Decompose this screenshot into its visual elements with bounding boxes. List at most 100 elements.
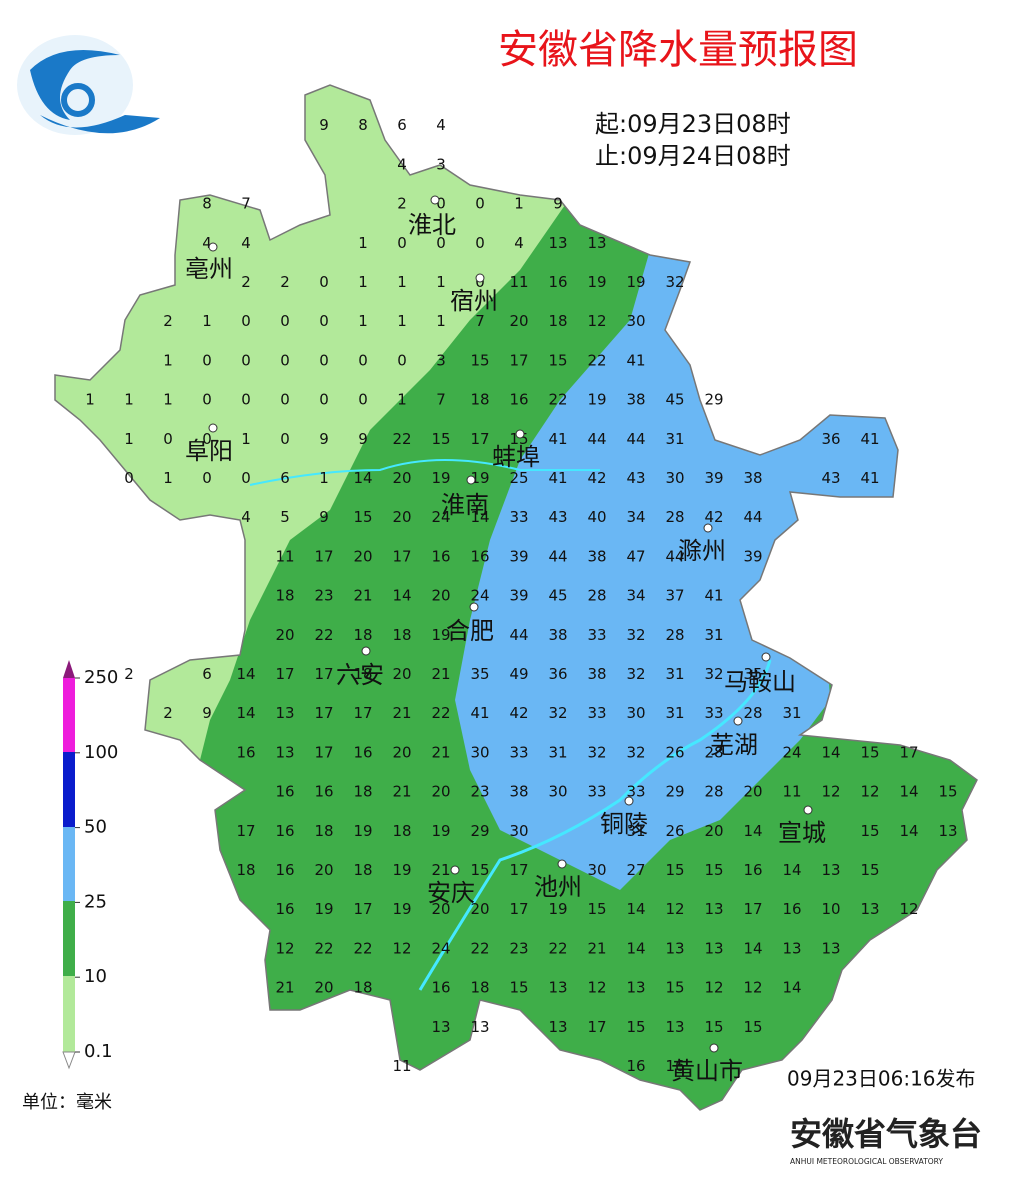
rain-value: 17 bbox=[587, 1018, 606, 1036]
rain-value: 16 bbox=[275, 783, 294, 801]
rain-value: 13 bbox=[782, 939, 801, 957]
rain-value: 2 bbox=[397, 195, 407, 213]
rain-value: 24 bbox=[431, 939, 450, 957]
city-marker bbox=[469, 602, 479, 612]
rain-value: 0 bbox=[202, 430, 212, 448]
river bbox=[418, 659, 772, 991]
rain-value: 18 bbox=[314, 822, 333, 840]
rain-value: 6 bbox=[202, 665, 212, 683]
rain-value: 41 bbox=[470, 704, 489, 722]
city-marker bbox=[803, 805, 813, 815]
rain-value: 25 bbox=[509, 469, 528, 487]
rain-value: 18 bbox=[236, 861, 255, 879]
rain-value: 31 bbox=[548, 743, 567, 761]
rain-value: 13 bbox=[548, 234, 567, 252]
rain-value: 18 bbox=[392, 822, 411, 840]
rain-value: 38 bbox=[509, 783, 528, 801]
rain-value: 1 bbox=[124, 430, 134, 448]
city-marker bbox=[703, 523, 713, 533]
rain-value: 17 bbox=[275, 665, 294, 683]
end-time: 止:09月24日08时 bbox=[595, 142, 791, 170]
rain-value: 20 bbox=[431, 783, 450, 801]
rain-value: 38 bbox=[548, 626, 567, 644]
rain-value: 16 bbox=[275, 900, 294, 918]
rain-value: 19 bbox=[353, 822, 372, 840]
rain-value: 9 bbox=[202, 704, 212, 722]
city-marker bbox=[450, 865, 460, 875]
rain-value: 0 bbox=[241, 469, 251, 487]
rain-value: 13 bbox=[275, 704, 294, 722]
rain-value: 15 bbox=[665, 979, 684, 997]
rain-value: 49 bbox=[509, 665, 528, 683]
city-label: 芜湖 bbox=[710, 731, 758, 759]
title: 安徽省降水量预报图 bbox=[498, 27, 858, 73]
rain-value: 14 bbox=[236, 665, 255, 683]
rain-value: 16 bbox=[275, 822, 294, 840]
rain-value: 22 bbox=[587, 351, 606, 369]
rain-value: 11 bbox=[275, 547, 294, 565]
city-marker bbox=[361, 646, 371, 656]
rain-value: 1 bbox=[85, 391, 95, 409]
rain-value: 0 bbox=[358, 391, 368, 409]
rain-value: 26 bbox=[665, 822, 684, 840]
rain-value: 15 bbox=[626, 1018, 645, 1036]
rain-value: 12 bbox=[275, 939, 294, 957]
rain-value: 17 bbox=[392, 547, 411, 565]
rain-value: 2 bbox=[163, 704, 173, 722]
rain-value: 16 bbox=[353, 743, 372, 761]
rain-value: 41 bbox=[704, 587, 723, 605]
rain-value: 32 bbox=[626, 743, 645, 761]
rain-value: 1 bbox=[397, 391, 407, 409]
rain-value: 16 bbox=[470, 547, 489, 565]
rain-value: 33 bbox=[509, 508, 528, 526]
rain-value: 15 bbox=[470, 861, 489, 879]
rain-value: 16 bbox=[431, 547, 450, 565]
rain-value: 14 bbox=[392, 587, 411, 605]
logo bbox=[17, 35, 160, 135]
rain-value: 26 bbox=[665, 743, 684, 761]
rain-value: 12 bbox=[587, 979, 606, 997]
rain-value: 38 bbox=[626, 391, 645, 409]
rain-value: 9 bbox=[319, 508, 329, 526]
rain-value: 30 bbox=[665, 469, 684, 487]
rain-value: 36 bbox=[821, 430, 840, 448]
rain-value: 14 bbox=[626, 939, 645, 957]
legend-label: 250 bbox=[84, 667, 118, 688]
rain-value: 44 bbox=[509, 626, 528, 644]
rain-value: 0 bbox=[475, 195, 485, 213]
rain-value: 42 bbox=[704, 508, 723, 526]
rain-value: 18 bbox=[353, 979, 372, 997]
rain-value: 17 bbox=[353, 900, 372, 918]
rain-value: 3 bbox=[436, 351, 446, 369]
rain-value: 19 bbox=[392, 900, 411, 918]
rain-value: 14 bbox=[782, 979, 801, 997]
legend: 250 100 50 25 10 0.1 bbox=[62, 660, 118, 1070]
rain-value: 15 bbox=[704, 861, 723, 879]
rain-value: 12 bbox=[665, 900, 684, 918]
rain-value: 34 bbox=[626, 587, 645, 605]
rain-value: 14 bbox=[899, 783, 918, 801]
rain-value: 31 bbox=[782, 704, 801, 722]
rain-value: 43 bbox=[626, 469, 645, 487]
rain-value: 0 bbox=[241, 351, 251, 369]
city-label: 池州 bbox=[534, 873, 582, 901]
rain-value: 16 bbox=[509, 391, 528, 409]
rain-value: 0 bbox=[358, 351, 368, 369]
rain-value: 30 bbox=[470, 743, 489, 761]
rain-value: 30 bbox=[626, 312, 645, 330]
rain-value: 22 bbox=[548, 939, 567, 957]
rain-value: 20 bbox=[431, 900, 450, 918]
rain-value: 14 bbox=[743, 822, 762, 840]
rain-value: 21 bbox=[392, 783, 411, 801]
rain-value: 24 bbox=[431, 508, 450, 526]
rain-value: 33 bbox=[626, 783, 645, 801]
rain-value: 44 bbox=[587, 430, 606, 448]
rain-value: 15 bbox=[353, 508, 372, 526]
rain-value: 38 bbox=[587, 665, 606, 683]
rain-value: 19 bbox=[587, 273, 606, 291]
rain-value: 16 bbox=[431, 979, 450, 997]
rain-value: 44 bbox=[743, 508, 762, 526]
rain-value: 0 bbox=[436, 195, 446, 213]
rain-value: 18 bbox=[353, 665, 372, 683]
rain-value: 33 bbox=[704, 704, 723, 722]
